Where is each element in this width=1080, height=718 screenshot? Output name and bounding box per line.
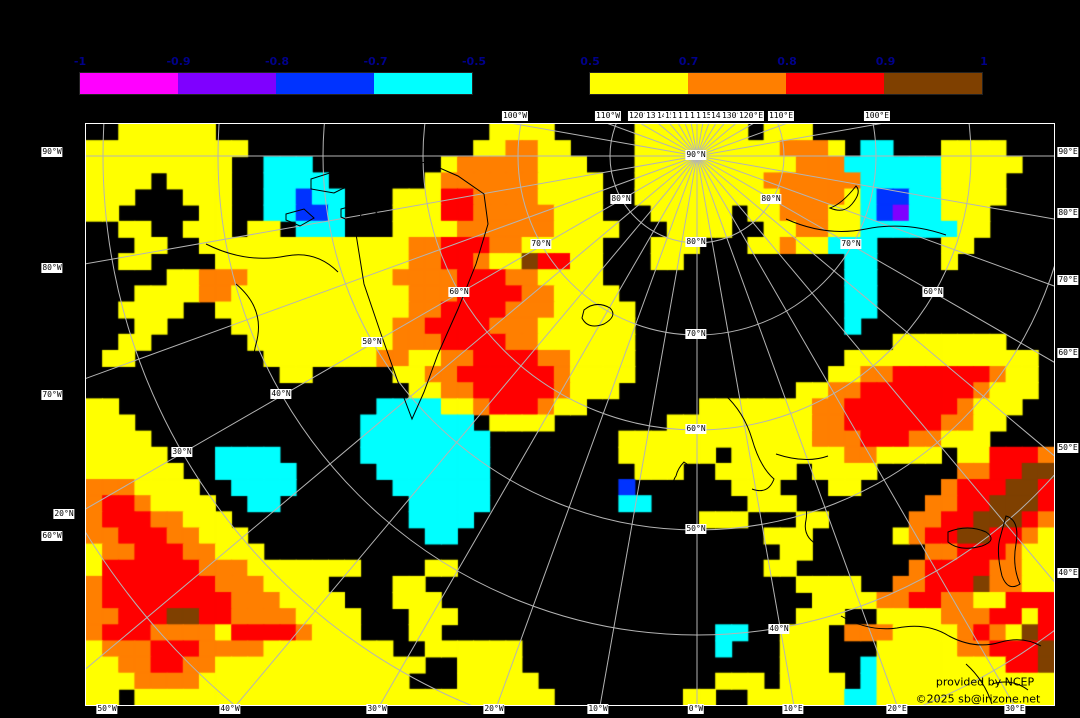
- map-graticule-label: 180°W: [682, 111, 710, 121]
- colorbar-segment: [374, 73, 472, 94]
- correlation-field-canvas: [86, 124, 1054, 705]
- colorbar-tick: -1: [73, 55, 87, 68]
- map-graticule-label: 80°E: [1057, 208, 1079, 218]
- map-graticule-label: 70°E: [1057, 275, 1079, 285]
- colorbar-segment: [786, 73, 884, 94]
- map-graticule-label: 140°E: [709, 111, 737, 121]
- map-graticule-label: 170°W: [676, 111, 704, 121]
- map-graticule-label: 120°E: [737, 111, 765, 121]
- map-graticule-label: 100°E: [863, 111, 891, 121]
- map-graticule-label: 130°E: [720, 111, 748, 121]
- colorbar-tick: -0.5: [461, 55, 487, 68]
- map-graticule-label: 20°N: [53, 509, 75, 519]
- map-graticule-label: 160°E: [694, 111, 722, 121]
- map-graticule-label: 60°W: [41, 531, 63, 541]
- map-graticule-label: 90°E: [1057, 147, 1079, 157]
- map-graticule-label: 90°W: [41, 147, 63, 157]
- map-graticule-label: 40°E: [1057, 568, 1079, 578]
- map-graticule-label: 120°W: [627, 111, 655, 121]
- colorbar-segment: [276, 73, 374, 94]
- colorbar-tick: -0.9: [166, 55, 191, 68]
- colorbar-tick: 0.7: [678, 55, 699, 68]
- colorbar-segment: [80, 73, 178, 94]
- map-frame: [85, 123, 1055, 706]
- colorbar-tick: -0.7: [363, 55, 388, 68]
- map-graticule-label: 110°W: [594, 111, 622, 121]
- colorbar-segment: [590, 73, 688, 94]
- colorbar-tick: 0.5: [580, 55, 600, 68]
- positive-colorbar: 0.5 0.7 0.8 0.9 1: [580, 55, 988, 95]
- map-graticule-label: 170°E: [688, 111, 716, 121]
- colorbar-tick: 0.9: [875, 55, 896, 68]
- graticule-coastline-layer: [86, 124, 1054, 705]
- map-graticule-label: 130°W: [644, 111, 672, 121]
- colorbar-tick: 1: [980, 55, 988, 68]
- colorbar-tick: 0.8: [777, 55, 797, 68]
- map-graticule-label: 110°E: [767, 111, 795, 121]
- map-graticule-label: 70°W: [41, 390, 63, 400]
- map-graticule-label: 100°W: [501, 111, 529, 121]
- colorbar-segment: [688, 73, 786, 94]
- map-graticule-label: 150°E: [700, 111, 728, 121]
- colorbar-segment: [884, 73, 982, 94]
- map-graticule-label: 80°W: [41, 263, 63, 273]
- map-graticule-label: 60°E: [1057, 348, 1079, 358]
- map-graticule-label: 160°W: [670, 111, 698, 121]
- map-graticule-label: 150°W: [663, 111, 691, 121]
- colorbar-tick: -0.8: [264, 55, 290, 68]
- map-graticule-label: 50°E: [1057, 443, 1079, 453]
- colorbar-segment: [178, 73, 276, 94]
- map-graticule-label: 140°W: [655, 111, 683, 121]
- negative-colorbar: -1 -0.9 -0.8 -0.7 -0.5: [74, 55, 486, 95]
